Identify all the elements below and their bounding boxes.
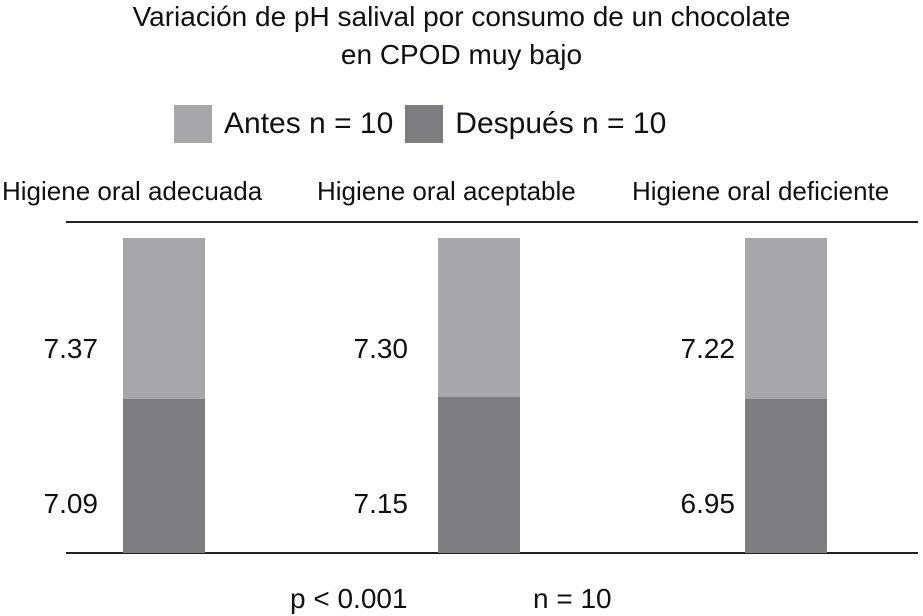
legend-swatch-antes (174, 105, 212, 143)
legend-label-antes: Antes n = 10 (224, 107, 394, 140)
value-label-despues-deficiente: 6.95 (681, 488, 736, 519)
legend-swatch-despues (405, 105, 444, 143)
value-label-despues-aceptable: 7.15 (354, 488, 409, 519)
value-label-antes-aceptable: 7.30 (354, 333, 409, 364)
chart-legend: Antes n = 10 Después n = 10 (174, 104, 678, 144)
bar-despues-deficiente (745, 399, 827, 553)
value-label-antes-adecuada: 7.37 (44, 333, 99, 364)
n-value-annotation: n = 10 (533, 583, 612, 614)
category-label-adecuada: Higiene oral adecuada (2, 176, 263, 206)
legend-label-despues: Después n = 10 (455, 107, 667, 140)
bar-despues-aceptable (438, 397, 520, 553)
bar-despues-adecuada (123, 399, 205, 553)
value-label-antes-deficiente: 7.22 (681, 333, 736, 364)
category-label-aceptable: Higiene oral aceptable (317, 176, 576, 206)
chart-title-line-1: Variación de pH salival por consumo de u… (132, 1, 791, 32)
bar-antes-adecuada (123, 238, 205, 399)
p-value-annotation: p < 0.001 (290, 583, 408, 614)
chart-title-line-2: en CPOD muy bajo (340, 39, 583, 70)
category-label-deficiente: Higiene oral deficiente (632, 176, 890, 206)
value-label-despues-adecuada: 7.09 (44, 488, 99, 519)
bar-antes-deficiente (745, 238, 827, 399)
bar-antes-aceptable (438, 238, 520, 397)
